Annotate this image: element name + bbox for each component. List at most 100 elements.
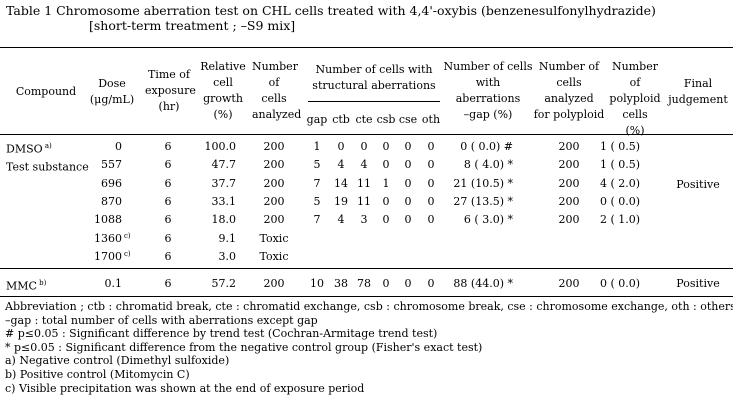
compound-label: DMSO — [6, 142, 43, 156]
dose-value: 1088 — [94, 213, 122, 226]
oth-cell: 0 — [427, 177, 435, 190]
dose-cell: 0.1 — [88, 277, 123, 290]
ctb-cell: 14 — [334, 177, 348, 190]
table-bottom-rule — [0, 296, 733, 297]
cte-cell: 11 — [357, 177, 371, 190]
header-growth-l1: Relative — [200, 60, 246, 73]
header-witherr-l4: –gap (%) — [463, 108, 513, 121]
exposure-cell: 6 — [164, 195, 172, 208]
ncells-cell: Toxic — [259, 232, 289, 245]
table-title-line2: [short-term treatment ; –S9 mix] — [89, 18, 296, 33]
header-dose-l1: Dose — [98, 77, 126, 90]
cse-cell: 0 — [404, 277, 412, 290]
header-compound-label: Compound — [15, 85, 77, 98]
csb-cell: 1 — [382, 177, 390, 190]
header-polyanalyzed-l3: analyzed — [544, 92, 594, 105]
growth-cell: 57.2 — [211, 277, 237, 290]
header-polyploid-l1: Number of — [612, 60, 658, 89]
compound-cell: DMSO a) — [6, 140, 92, 156]
dose-value: 696 — [101, 177, 122, 190]
header-ncells-l2: of — [268, 76, 280, 89]
header-growth-l4: (%) — [213, 108, 233, 121]
ncells-cell: 200 — [263, 140, 285, 153]
poly-cell: 0 ( 0.0) — [600, 277, 641, 290]
exposure-cell: 6 — [164, 277, 172, 290]
footnote-trend: # p≤0.05 : Significant difference by tre… — [5, 327, 438, 341]
header-ncells-l4: analyzed — [252, 108, 302, 121]
header-witherr-l3: aberrations — [455, 92, 521, 105]
judgement-test-substance: Positive — [676, 178, 720, 191]
header-dose: Dose (μg/mL) — [88, 76, 136, 108]
compound-label: Test substance — [6, 160, 89, 174]
growth-cell: 33.1 — [211, 195, 237, 208]
gap-cell: 10 — [310, 277, 324, 290]
judgement-mmc: Positive — [676, 277, 720, 290]
header-judgement: Final judgement — [668, 76, 728, 108]
poly-cell: 0 ( 0.0) — [600, 195, 641, 208]
dose-value: 870 — [101, 195, 122, 208]
cte-cell: 11 — [357, 195, 371, 208]
cte-cell: 4 — [360, 158, 368, 171]
dose-cell: 1360 c) — [88, 232, 131, 245]
compound-footnote-mark: b) — [36, 279, 47, 287]
header-witherr-l2: with — [475, 76, 501, 89]
table-top-rule — [0, 47, 733, 48]
cte-cell: 0 — [360, 140, 368, 153]
header-compound: Compound — [8, 84, 84, 100]
ncells-cell: 200 — [263, 277, 285, 290]
header-polyploid-l2: polyploid — [609, 92, 661, 105]
footnotes: Abbreviation ; ctb : chromatid break, ct… — [5, 300, 733, 395]
poly-cell: 1 ( 0.5) — [600, 140, 641, 153]
ctb-cell: 4 — [337, 158, 345, 171]
cse-cell: 0 — [404, 158, 412, 171]
header-bottom-rule — [0, 134, 733, 135]
header-exposure-l3: (hr) — [158, 100, 180, 113]
exposure-cell: 6 — [164, 158, 172, 171]
csb-cell: 0 — [382, 158, 390, 171]
compound-label: MMC — [6, 279, 37, 293]
compound-cell: Test substance — [6, 158, 92, 174]
csb-cell: 0 — [382, 195, 390, 208]
header-polyanalyzed-l1: Number of — [538, 60, 600, 73]
poly-analyzed-cell: 200 — [558, 140, 580, 153]
poly-cell: 2 ( 1.0) — [600, 213, 641, 226]
gap-cell: 5 — [313, 195, 321, 208]
ctb-cell: 4 — [337, 213, 345, 226]
gap-cell: 1 — [313, 140, 321, 153]
header-ncells-l1: Number — [252, 60, 298, 73]
ncells-cell: 200 — [263, 158, 285, 171]
table-title: Table 1 Chromosome aberration test on CH… — [6, 3, 656, 33]
poly-cell: 1 ( 0.5) — [600, 158, 641, 171]
poly-analyzed-cell: 200 — [558, 158, 580, 171]
oth-cell: 0 — [427, 140, 435, 153]
poly-analyzed-cell: 200 — [558, 195, 580, 208]
header-dose-l2: (μg/mL) — [89, 93, 135, 106]
header-growth-l2: cell — [213, 76, 233, 89]
growth-cell: 37.7 — [211, 177, 237, 190]
dose-value: 1360 — [94, 232, 122, 245]
header-exposure-l1: Time of — [148, 68, 190, 81]
witherr-cell: 0 ( 0.0) # — [460, 140, 513, 153]
dose-value: 557 — [101, 158, 122, 171]
witherr-cell: 6 ( 3.0) * — [463, 213, 513, 226]
header-polyploid: Number of polyploid cells (%) — [606, 59, 664, 139]
header-csb: csb — [376, 113, 396, 126]
cse-cell: 0 — [404, 140, 412, 153]
header-exposure: Time of exposure (hr) — [145, 67, 196, 115]
ncells-cell: 200 — [263, 195, 285, 208]
dose-cell: 1088 — [88, 213, 122, 226]
dose-cell: 870 — [88, 195, 122, 208]
poly-cell: 4 ( 2.0) — [600, 177, 641, 190]
witherr-cell: 21 (10.5) * — [453, 177, 513, 190]
header-polyploid-l4: (%) — [625, 124, 645, 137]
ctb-cell: 19 — [334, 195, 348, 208]
poly-analyzed-cell: 200 — [558, 277, 580, 290]
header-polyanalyzed-l4: for polyploid — [533, 108, 605, 121]
exposure-cell: 6 — [164, 140, 172, 153]
header-struct-l1: Number of cells with — [315, 63, 433, 76]
footnote-gap: –gap : total number of cells with aberra… — [5, 313, 318, 327]
footnote-c: c) Visible precipitation was shown at th… — [5, 381, 365, 395]
growth-cell: 9.1 — [218, 232, 237, 245]
csb-cell: 0 — [382, 277, 390, 290]
dose-cell: 1700 c) — [88, 250, 131, 263]
